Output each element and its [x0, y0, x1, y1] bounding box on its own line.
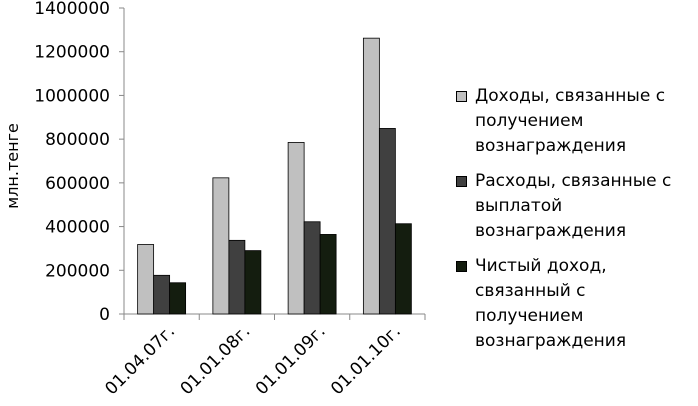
bar-expenses — [303, 221, 321, 315]
legend-label-net-income: Чистый доход, связанный с получением воз… — [475, 256, 627, 351]
legend-item-income: Доходы, связанные с получением вознаграж… — [456, 84, 696, 159]
legend-swatch-expenses — [456, 176, 467, 187]
y-tick-label: 1200000 — [34, 43, 110, 63]
legend: Доходы, связанные с получением вознаграж… — [456, 84, 696, 364]
bar-expenses — [378, 128, 396, 315]
y-tick-label: 1400000 — [34, 0, 110, 19]
bar-net-income — [394, 223, 412, 315]
bar-income — [212, 177, 230, 315]
bar-income — [287, 142, 305, 315]
x-tick-label: 01.01.09г. — [252, 321, 330, 399]
y-tick-label: 600000 — [45, 174, 110, 194]
y-tick-label: 400000 — [45, 218, 110, 238]
bar-net-income — [169, 282, 187, 315]
bar-income — [137, 244, 155, 315]
y-tick-label: 800000 — [45, 130, 110, 150]
y-tick-label: 200000 — [45, 261, 110, 281]
bars — [137, 37, 412, 315]
legend-item-expenses: Расходы, связанные с выплатой вознагражд… — [456, 169, 696, 244]
x-tick-label: 01.04.07г. — [101, 321, 179, 399]
legend-label-expenses: Расходы, связанные с выплатой вознагражд… — [475, 171, 672, 241]
legend-item-net-income: Чистый доход, связанный с получением воз… — [456, 254, 696, 354]
bar-net-income — [244, 250, 262, 315]
legend-swatch-net-income — [456, 261, 467, 272]
bar-net-income — [319, 234, 337, 315]
legend-swatch-income — [456, 91, 467, 102]
bar-expenses — [228, 239, 246, 315]
x-axis — [123, 313, 426, 320]
x-tick-label: 01.01.10г. — [327, 321, 405, 399]
bar-income — [362, 37, 380, 315]
x-tick-label: 01.01.08г. — [177, 321, 255, 399]
y-axis-label: млн.тенге — [3, 123, 22, 209]
y-tick-label: 1000000 — [34, 86, 110, 106]
bar-expenses — [153, 274, 171, 315]
legend-label-income: Доходы, связанные с получением вознаграж… — [475, 86, 666, 156]
y-axis-ticks: 0 200000 400000 600000 800000 1000000 1200000 1… — [34, 0, 124, 325]
y-tick-label: 0 — [99, 305, 110, 325]
x-axis-tick-labels: 01.04.07г.01.01.08г.01.01.09г.01.01.10г. — [101, 321, 405, 399]
